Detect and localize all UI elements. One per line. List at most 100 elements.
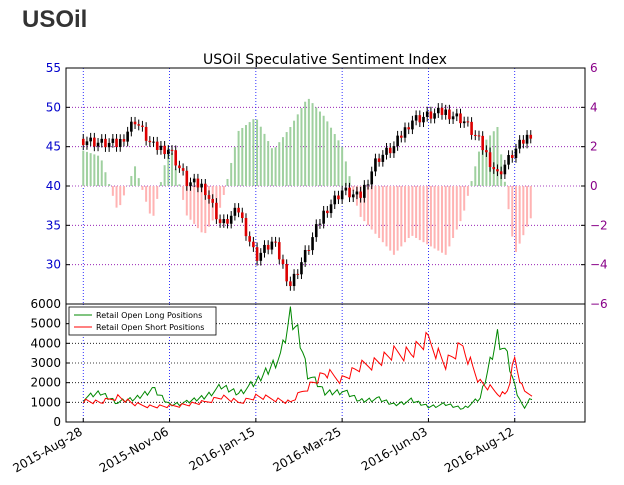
right-tick-label: 4 <box>590 100 598 114</box>
price-candle-body <box>462 121 466 124</box>
ssi-bar <box>93 154 96 186</box>
bottom-tick-label: 2000 <box>30 376 61 390</box>
right-tick-label: 6 <box>590 61 598 75</box>
ssi-bar <box>219 186 222 208</box>
price-candle-body <box>218 219 222 224</box>
position-lines <box>82 306 533 410</box>
price-candle-body <box>351 194 355 198</box>
ssi-bar <box>193 186 196 224</box>
ssi-bars <box>82 98 532 255</box>
price-candle-body <box>311 237 314 251</box>
price-candle-body <box>307 249 311 251</box>
ssi-bar <box>315 107 318 186</box>
ssi-bar <box>196 186 199 229</box>
ssi-bar <box>400 186 403 247</box>
ssi-bar <box>481 143 484 186</box>
price-candle-body <box>477 135 481 137</box>
ssi-bar <box>411 186 414 236</box>
ssi-bar <box>252 119 255 186</box>
ssi-bar <box>163 165 166 186</box>
ssi-bar <box>529 186 532 219</box>
price-candle-body <box>322 210 325 224</box>
ssi-bar <box>477 151 480 186</box>
price-candle-body <box>337 195 340 200</box>
ssi-bar <box>326 121 329 186</box>
price-candle-body <box>525 134 529 144</box>
price-candle-body <box>510 155 514 158</box>
date-tick-label: 2016-Mar-25 <box>271 424 344 474</box>
price-candle-body <box>529 134 533 139</box>
price-candle-body <box>425 111 429 117</box>
ssi-bar <box>518 186 521 244</box>
ssi-bar <box>226 178 229 186</box>
price-candle-body <box>296 273 300 275</box>
price-candle-body <box>233 207 237 216</box>
price-candle-body <box>370 171 374 185</box>
price-candle-body <box>303 249 307 263</box>
ssi-bar <box>167 148 170 186</box>
ssi-bar <box>248 122 251 186</box>
page-title: USOil <box>22 6 88 33</box>
ssi-bar <box>108 184 111 186</box>
right-tick-label: −2 <box>590 218 608 232</box>
price-candle-body <box>481 135 484 151</box>
ssi-bar <box>344 161 347 186</box>
series-line-long <box>82 306 533 410</box>
price-candle-body <box>126 131 129 142</box>
price-candle-body <box>522 139 525 144</box>
ssi-bar <box>492 131 495 186</box>
ssi-bar <box>148 186 151 214</box>
price-candle-body <box>248 236 251 242</box>
ssi-bar <box>182 186 185 200</box>
ssi-bar <box>97 155 100 186</box>
ssi-bar <box>307 98 310 186</box>
series-line-short <box>82 331 533 409</box>
price-candle-body <box>436 107 440 114</box>
price-candle-body <box>485 150 488 153</box>
left-tick-label: 45 <box>46 140 61 154</box>
price-candle-body <box>159 145 163 150</box>
ssi-bar <box>363 186 366 222</box>
ssi-bar <box>459 186 462 222</box>
ssi-bar <box>333 134 336 186</box>
ssi-bar <box>389 186 392 251</box>
legend-short-label: Retail Open Short Positions <box>96 323 204 332</box>
left-tick-label: 50 <box>46 100 61 114</box>
price-candle-body <box>107 142 111 148</box>
ssi-bar <box>433 186 436 249</box>
ssi-bar <box>367 186 370 226</box>
ssi-bar <box>385 186 388 247</box>
ssi-bar <box>466 186 469 196</box>
legend: Retail Open Long Positions Retail Open S… <box>68 306 217 336</box>
bottom-panel-grid <box>66 304 585 422</box>
date-tick-label: 2016-Aug-12 <box>442 424 516 475</box>
price-candle-body <box>451 116 455 120</box>
ssi-bar <box>337 140 340 186</box>
price-candle-body <box>181 168 185 171</box>
price-candle-body <box>400 135 403 138</box>
price-candle-body <box>144 126 148 141</box>
price-candle-body <box>148 140 152 143</box>
ssi-bar <box>511 186 514 237</box>
ssi-bar <box>311 103 314 186</box>
ssi-bar <box>233 146 236 186</box>
ssi-bar <box>115 186 118 208</box>
price-candle-body <box>340 190 344 200</box>
price-candle-body <box>244 217 248 237</box>
right-tick-label: 2 <box>590 140 598 154</box>
price-candle-body <box>407 127 411 130</box>
bottom-tick-label: 0 <box>53 415 61 429</box>
ssi-bar <box>426 186 429 245</box>
ssi-bar <box>304 101 307 186</box>
ssi-bar <box>374 186 377 234</box>
price-candle-body <box>488 152 492 168</box>
price-candle-body <box>207 195 211 199</box>
price-candle-body <box>133 121 137 125</box>
price-candle-body <box>211 198 215 203</box>
ssi-bar <box>100 160 103 186</box>
ssi-bar <box>348 176 351 186</box>
price-candle-body <box>289 281 292 287</box>
ssi-bar <box>418 186 421 241</box>
ssi-bar <box>204 186 207 234</box>
price-candle-body <box>226 219 229 224</box>
